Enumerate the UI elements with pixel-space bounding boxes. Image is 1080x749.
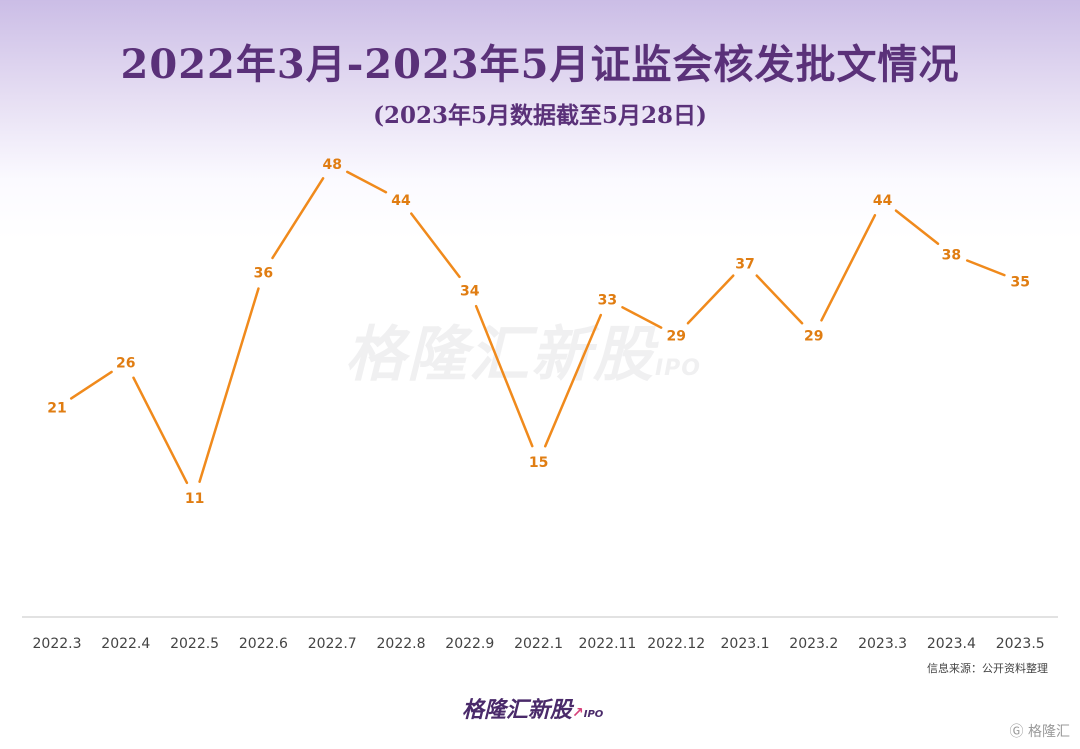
x-tick-label: 2022.4: [101, 636, 150, 652]
trend-arrow-icon: ↗: [572, 705, 584, 721]
data-label: 36: [254, 265, 273, 281]
chart-title: 2022年3月-2023年5月证监会核发批文情况: [120, 41, 960, 88]
x-tick-label: 2022.6: [239, 636, 288, 652]
series-line-segment: [820, 214, 877, 322]
x-tick-label: 2022.3: [33, 636, 82, 652]
data-label: 29: [804, 329, 823, 345]
x-tick-label: 2023.4: [927, 636, 976, 652]
watermark-text: 格隆汇新股: [345, 320, 655, 390]
series-line-segment: [132, 376, 189, 485]
data-label: 11: [185, 491, 204, 507]
x-tick-label: 2022.9: [445, 636, 494, 652]
series-line-segment: [965, 259, 1006, 277]
source-note: 信息来源：公开资料整理: [927, 662, 1048, 675]
brand-logo: 格隆汇新股↗IPO: [462, 692, 603, 724]
series-line-segment: [894, 209, 940, 246]
x-tick-label: 2022.11: [578, 636, 636, 652]
data-label: 48: [322, 157, 341, 173]
g-circle-icon: Ⓖ: [1009, 724, 1024, 740]
data-label: 35: [1010, 274, 1029, 290]
series-line-segment: [69, 370, 113, 400]
data-label: 26: [116, 356, 135, 372]
corner-badge-text: 格隆汇: [1028, 724, 1070, 740]
series-line-segment: [346, 170, 388, 194]
brand-logo-ipo: IPO: [583, 709, 604, 720]
x-tick-label: 2022.7: [308, 636, 357, 652]
x-tick-label: 2022.8: [377, 636, 426, 652]
watermark-ipo: IPO: [655, 356, 702, 381]
data-label: 38: [942, 247, 961, 263]
x-tick-label: 2023.2: [789, 636, 838, 652]
data-label: 21: [47, 401, 66, 417]
watermark: 格隆汇新股IPO: [345, 306, 701, 393]
series-line-segment: [543, 313, 603, 448]
x-tick-label: 2022.1: [514, 636, 563, 652]
series-layer: [69, 170, 1006, 485]
data-label: 29: [666, 329, 685, 345]
x-tick-label: 2022.12: [647, 636, 705, 652]
brand-logo-text: 格隆汇新股: [462, 698, 573, 723]
data-label: 34: [460, 283, 480, 299]
data-label: 44: [391, 193, 411, 209]
x-tick-layer: 2022.3 2022.4 2022.5 2022.6 2022.7 2022.8 2022…: [33, 636, 1045, 652]
x-tick-label: 2023.5: [996, 636, 1045, 652]
chart-subtitle: (2023年5月数据截至5月28日): [373, 102, 707, 129]
series-line-segment: [686, 274, 735, 325]
series-line-segment: [410, 212, 461, 279]
series-line-segment: [755, 274, 804, 325]
data-label: 15: [529, 455, 548, 471]
series-line-segment: [198, 287, 260, 483]
data-label-layer: 21 26 11 36 48 44 34 15 33 29 37 29 44 38 35: [47, 157, 1030, 507]
data-label: 37: [735, 256, 754, 272]
series-line-segment: [474, 304, 534, 448]
corner-badge: Ⓖ 格隆汇: [1010, 721, 1070, 741]
series-line-segment: [621, 306, 663, 329]
data-label: 33: [598, 292, 617, 308]
series-line-segment: [271, 177, 325, 260]
x-tick-label: 2023.1: [721, 636, 770, 652]
x-tick-label: 2023.3: [858, 636, 907, 652]
x-tick-label: 2022.5: [170, 636, 219, 652]
data-label: 44: [873, 193, 893, 209]
